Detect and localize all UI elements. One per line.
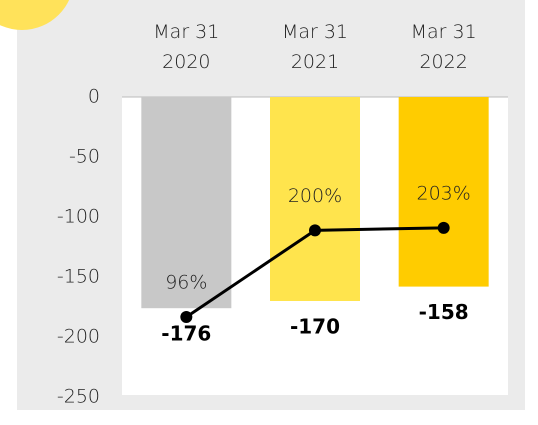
bar — [398, 97, 489, 287]
line-point — [437, 221, 450, 234]
y-tick-label: -100 — [57, 206, 100, 228]
bar-value-label: -170 — [290, 315, 340, 339]
x-tick-label: Mar 31 2022 — [410, 21, 477, 73]
bar-value-label: -176 — [161, 322, 211, 346]
point-label: 200% — [288, 185, 342, 207]
decor-circle — [0, 0, 70, 30]
point-label: 96% — [165, 272, 207, 294]
y-tick-label: 0 — [88, 86, 100, 108]
point-label: 203% — [417, 182, 471, 204]
line-point — [180, 311, 193, 323]
line-point — [309, 224, 321, 237]
bar — [141, 97, 232, 309]
bar-value-label: -158 — [419, 300, 469, 324]
x-tick-label: Mar 31 2020 — [153, 21, 220, 73]
bar — [270, 97, 360, 301]
y-tick-label: -150 — [57, 266, 100, 288]
y-tick-label: -200 — [57, 326, 100, 348]
y-tick-label: -50 — [69, 146, 100, 168]
y-tick-label: -250 — [57, 386, 100, 408]
x-tick-label: Mar 31 2021 — [281, 21, 349, 73]
